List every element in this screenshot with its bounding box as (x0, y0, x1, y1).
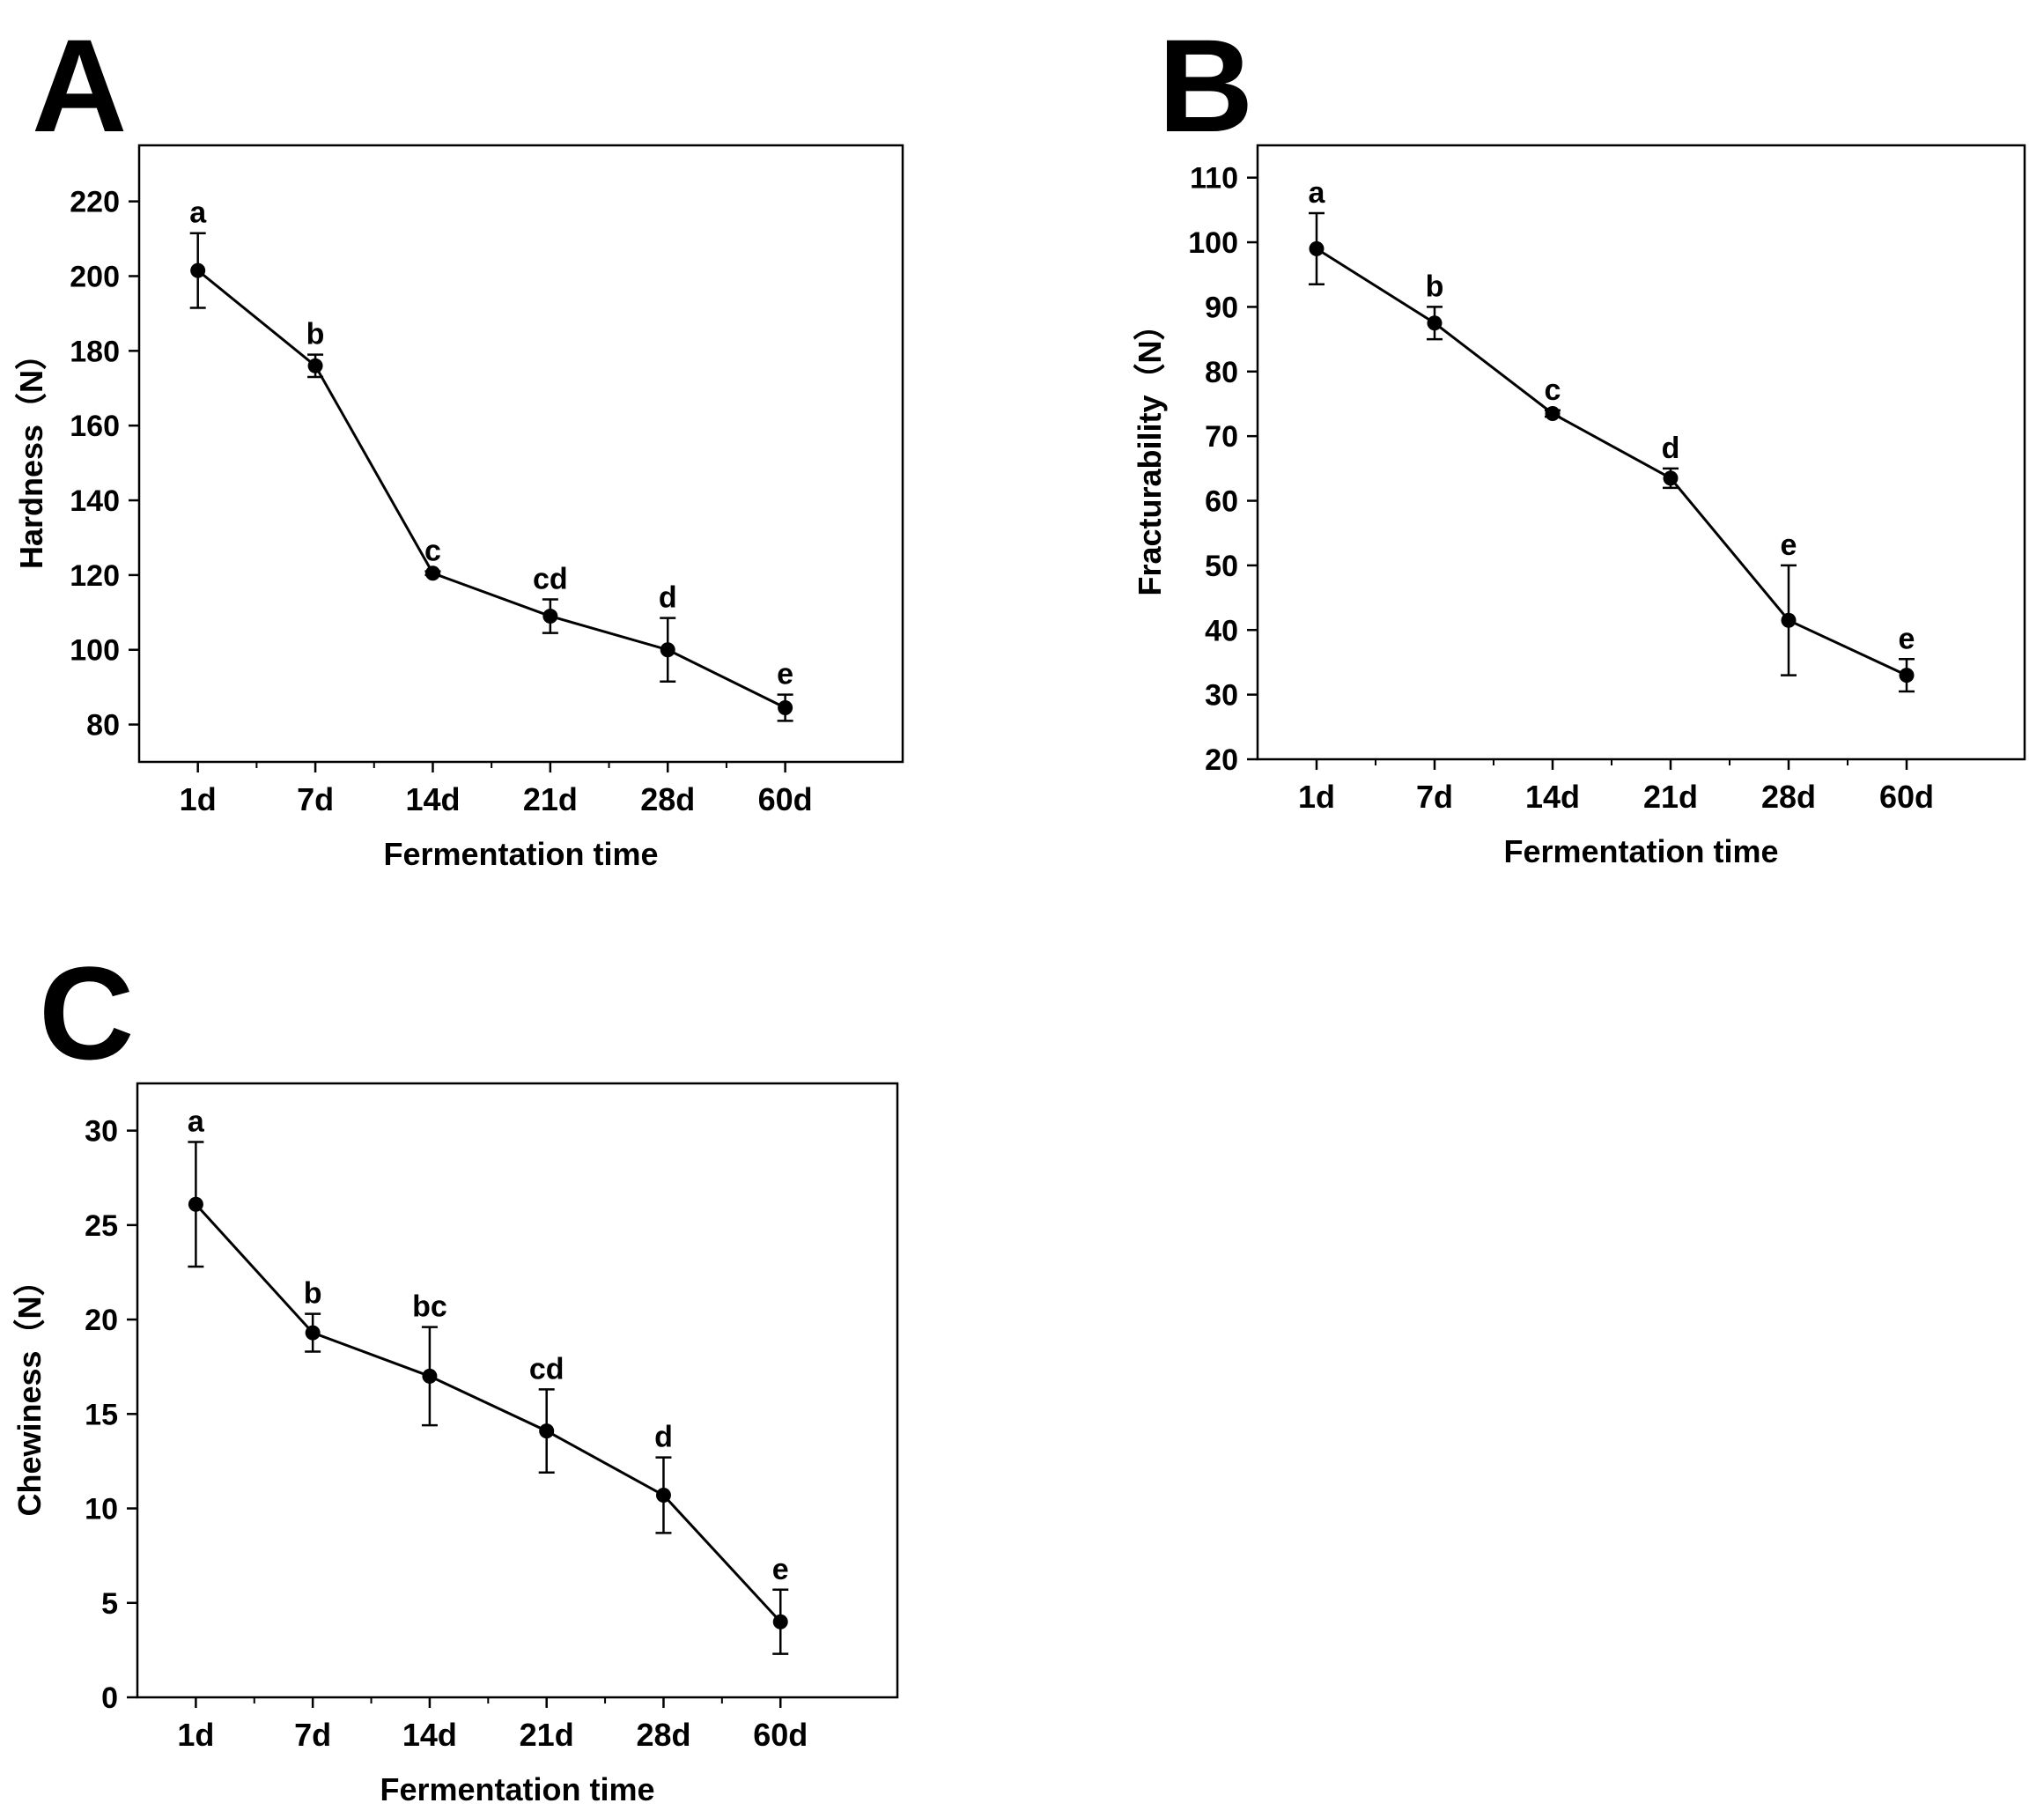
significance-label: e (1781, 528, 1797, 562)
y-tick-label: 20 (85, 1304, 118, 1337)
significance-label: b (304, 1277, 322, 1311)
x-tick-label: 14d (405, 781, 460, 817)
significance-label: c (1545, 373, 1561, 407)
y-tick-label: 25 (85, 1209, 118, 1243)
y-tick-label: 30 (85, 1115, 118, 1149)
x-tick-label: 1d (177, 1717, 214, 1753)
y-tick-label: 100 (1188, 226, 1238, 260)
x-tick-label: 1d (1298, 779, 1335, 815)
panel-letter-a: A (32, 11, 128, 159)
x-tick-label: 21d (520, 1717, 574, 1753)
y-tick-label: 0 (101, 1681, 118, 1715)
data-point (188, 1196, 203, 1212)
data-point (1663, 470, 1679, 486)
significance-label: e (772, 1553, 789, 1586)
x-tick-label: 60d (753, 1717, 808, 1753)
significance-label: d (659, 581, 677, 615)
data-point (1427, 315, 1443, 331)
significance-label: b (306, 318, 325, 351)
x-tick-label: 21d (1643, 779, 1698, 815)
y-tick-label: 90 (1205, 291, 1238, 324)
y-axis-title: Fracturability（N） (1132, 308, 1168, 595)
y-tick-label: 30 (1205, 679, 1238, 713)
x-tick-label: 14d (1525, 779, 1580, 815)
x-tick-label: 21d (523, 781, 578, 817)
data-point (1309, 240, 1325, 256)
y-tick-label: 180 (70, 335, 120, 368)
y-tick-label: 140 (70, 484, 120, 518)
y-tick-label: 20 (1205, 743, 1238, 777)
data-point (542, 609, 558, 624)
significance-label: cd (529, 1352, 564, 1386)
y-tick-label: 70 (1205, 420, 1238, 454)
x-axis-title: Fermentation time (380, 1771, 654, 1807)
x-tick-label: 7d (294, 1717, 331, 1753)
y-tick-label: 80 (1205, 356, 1238, 389)
y-tick-label: 10 (85, 1493, 118, 1526)
x-tick-label: 1d (180, 781, 217, 817)
significance-label: d (1662, 432, 1680, 465)
data-point (307, 358, 323, 373)
x-tick-label: 28d (636, 1717, 690, 1753)
significance-label: bc (412, 1290, 447, 1324)
panel-letter-b: B (1158, 11, 1254, 159)
plot-frame (136, 1082, 899, 1699)
y-tick-label: 15 (85, 1398, 118, 1431)
series-line (1316, 248, 1907, 676)
y-tick-label: 110 (1190, 162, 1238, 196)
y-tick-label: 60 (1205, 485, 1238, 519)
significance-label: d (654, 1421, 673, 1454)
data-point (778, 699, 793, 715)
chart-fracturability: 20 30 40 50 60 70 80 90 100 110 1d 7d 14d 21d 28d 60d Fe… (1132, 144, 2026, 869)
data-point (660, 642, 675, 658)
y-tick-label: 80 (86, 709, 120, 743)
significance-label: b (1426, 270, 1444, 303)
significance-label: cd (533, 562, 568, 595)
x-tick-label: 60d (1879, 779, 1934, 815)
data-point (655, 1488, 671, 1504)
x-tick-label: 28d (1761, 779, 1816, 815)
significance-label: e (1899, 622, 1915, 655)
y-tick-label: 200 (70, 260, 120, 293)
y-tick-label: 160 (70, 410, 120, 443)
data-point (539, 1423, 555, 1439)
data-point (1899, 668, 1915, 684)
data-point (1545, 405, 1561, 421)
significance-label: a (1309, 176, 1326, 210)
significance-label: c (424, 535, 441, 568)
plot-frame (1256, 144, 2026, 761)
x-axis-title: Fermentation time (1503, 833, 1778, 869)
data-point (422, 1368, 438, 1384)
x-tick-label: 7d (297, 781, 334, 817)
x-tick-label: 60d (758, 781, 813, 817)
y-tick-label: 40 (1205, 614, 1238, 647)
y-tick-label: 120 (70, 559, 120, 593)
data-point (305, 1325, 321, 1341)
data-point (1781, 612, 1797, 628)
y-tick-label: 5 (101, 1587, 118, 1621)
significance-label: a (188, 1105, 205, 1138)
significance-label: e (777, 658, 793, 691)
series-line (195, 1203, 782, 1623)
data-point (772, 1614, 788, 1630)
data-point (424, 565, 440, 581)
series-line (196, 269, 786, 709)
plot-frame (137, 144, 904, 764)
y-tick-label: 50 (1205, 550, 1238, 583)
panel-letter-c: C (39, 939, 135, 1087)
x-axis-title: Fermentation time (383, 836, 658, 872)
chart-hardness: 80 100 120 140 160 180 200 220 1d 7d 14d 21d 28d 60d F… (13, 144, 904, 872)
chart-chewiness: 0 5 10 15 20 25 30 1d 7d 14d 21d 28d 60d Fermentation… (11, 1082, 899, 1807)
x-tick-label: 14d (402, 1717, 457, 1753)
data-point (190, 262, 206, 278)
significance-label: a (189, 196, 207, 230)
x-tick-label: 28d (640, 781, 695, 817)
y-axis-title: Chewiness（N） (11, 1264, 48, 1516)
x-tick-label: 7d (1416, 779, 1453, 815)
y-tick-label: 100 (70, 634, 120, 668)
y-tick-label: 220 (70, 186, 120, 219)
y-axis-title: Hardness（N） (13, 338, 49, 569)
